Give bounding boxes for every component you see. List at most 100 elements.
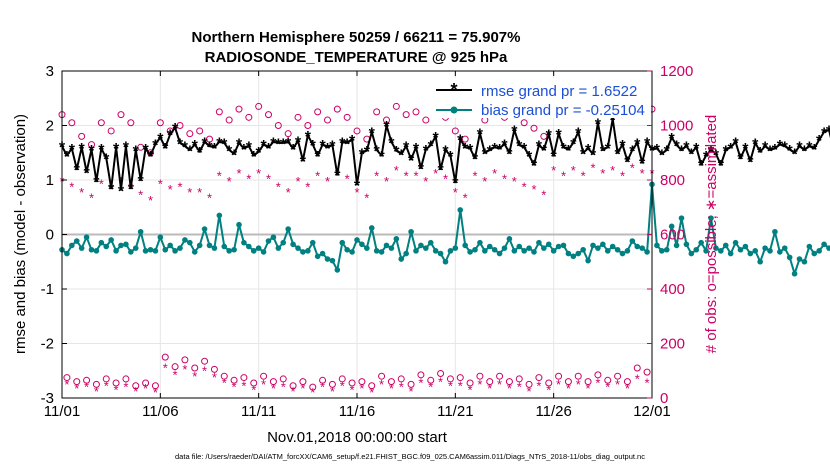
bias-point	[467, 249, 473, 255]
bias-point	[609, 243, 616, 250]
rmse-point: *	[678, 144, 685, 161]
bias-point	[167, 242, 173, 249]
bias-point	[462, 242, 468, 249]
obs-assimilated-point: *	[517, 380, 522, 395]
rmse-point: *	[708, 144, 715, 161]
bias-point	[73, 238, 80, 244]
rmse-point: *	[418, 162, 425, 179]
bias-point	[290, 241, 296, 248]
bias-point	[83, 234, 90, 241]
bias-point	[580, 246, 586, 253]
bias-point	[275, 245, 282, 251]
x-tick-label: 11/06	[142, 403, 178, 420]
obs-assimilated-point: *	[84, 380, 89, 395]
rmse-point: *	[585, 142, 592, 159]
obs-assimilated-point: *	[409, 384, 414, 399]
rmse-line	[61, 118, 830, 191]
rmse-point: *	[305, 129, 312, 146]
obs-assimilated-point: *	[522, 179, 527, 194]
obs-possible-point	[623, 378, 631, 386]
rmse-point: *	[79, 141, 86, 158]
y-tick-label: 3	[46, 63, 54, 80]
obs-assimilated-point: *	[413, 169, 418, 184]
bias-point	[777, 249, 783, 255]
bias-point	[142, 248, 149, 254]
obs-possible-point	[73, 378, 81, 386]
rmse-point: *	[349, 133, 356, 150]
y2-tick-label: 200	[660, 336, 685, 353]
obs-assimilated-point: *	[123, 380, 128, 395]
obs-possible-point	[255, 102, 263, 110]
bias-point	[373, 248, 380, 254]
rmse-point: *	[767, 144, 774, 161]
obs-assimilated-point: *	[227, 174, 232, 189]
rmse-point: *	[487, 144, 494, 161]
y-tick-label: 1	[46, 172, 54, 189]
obs-possible-point	[515, 375, 523, 383]
obs-assimilated-point: *	[276, 179, 281, 194]
rmse-point: *	[133, 144, 140, 161]
rmse-point: *	[103, 152, 110, 169]
rmse-point: *	[816, 133, 823, 150]
rmse-point: *	[374, 144, 381, 161]
rmse-point: *	[329, 139, 336, 156]
rmse-point: *	[683, 140, 690, 157]
obs-assimilated-point: *	[192, 369, 197, 384]
obs-assimilated-point: *	[271, 381, 276, 396]
obs-possible-point	[132, 382, 140, 390]
bias-point	[211, 245, 218, 251]
bias-point	[231, 246, 237, 253]
rmse-point: *	[231, 147, 238, 164]
rmse-point: *	[241, 142, 248, 159]
bias-point	[378, 249, 385, 255]
obs-possible-point	[117, 111, 125, 119]
obs-assimilated-point: *	[507, 381, 512, 396]
obs-possible-point	[309, 383, 317, 391]
obs-possible-point	[387, 378, 395, 386]
obs-possible-point	[191, 364, 199, 372]
bias-series	[59, 181, 830, 277]
rmse-point: *	[211, 141, 218, 158]
y-tick-label: -3	[41, 390, 54, 407]
rmse-point: *	[290, 142, 297, 159]
bias-point	[541, 245, 547, 251]
rmse-point: *	[605, 141, 612, 158]
obs-possible-point	[535, 374, 543, 382]
bias-point	[742, 243, 749, 250]
x-tick-label: 11/26	[535, 403, 571, 420]
obs-possible-point	[250, 379, 258, 387]
obs-possible-point	[186, 130, 194, 138]
bias-point	[762, 245, 768, 251]
rmse-point: *	[477, 127, 484, 144]
x-ticks: 11/01 11/06 11/11 11/16 11/21 11/26 12/01	[44, 71, 671, 420]
bias-point	[550, 248, 557, 254]
obs-possible-point	[496, 372, 504, 380]
rmse-point: *	[752, 136, 759, 153]
x-tick-label: 11/16	[339, 403, 375, 420]
obs-assimilated-point: *	[590, 160, 595, 175]
obs-possible-point	[368, 382, 376, 390]
obs-possible-point	[68, 119, 76, 127]
bias-point	[708, 215, 714, 221]
rmse-point: *	[192, 138, 199, 155]
obs-possible-point	[265, 111, 272, 119]
obs-assimilated-point: *	[492, 166, 497, 181]
bias-point	[604, 248, 611, 254]
rmse-point: *	[182, 140, 189, 157]
y-tick-label: -2	[41, 336, 54, 353]
y2-tick-label: 1200	[660, 63, 693, 80]
rmse-point: *	[796, 140, 803, 157]
bias-point	[270, 234, 277, 241]
obs-assimilated-point: *	[74, 381, 79, 396]
bias-point	[368, 225, 375, 231]
bias-point	[811, 250, 818, 257]
rmse-point: *	[654, 142, 661, 159]
obs-possible-point	[383, 116, 390, 124]
rmse-point: *	[703, 149, 710, 166]
rmse-point: *	[467, 142, 474, 159]
rmse-point: *	[300, 154, 307, 171]
obs-possible-point	[294, 113, 302, 121]
obs-possible-point	[451, 127, 459, 135]
bias-point	[496, 250, 503, 257]
obs-assimilated-point: *	[477, 377, 482, 392]
